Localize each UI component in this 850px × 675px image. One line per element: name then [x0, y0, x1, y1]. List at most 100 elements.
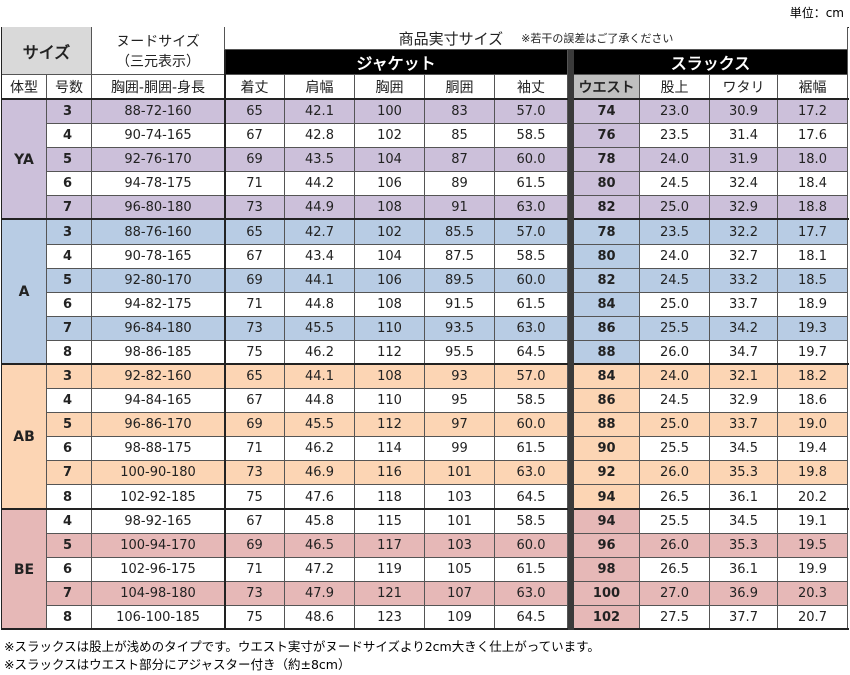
measure: 32.1 [710, 365, 778, 389]
measure: 61.5 [495, 437, 568, 461]
measure: 34.2 [710, 317, 778, 341]
measure: 94 [574, 485, 640, 510]
measure: 57.0 [495, 365, 568, 389]
measure: 91.5 [425, 293, 495, 317]
measure: 43.5 [285, 148, 355, 172]
measure: 93.5 [425, 317, 495, 341]
size-number: 7 [47, 461, 92, 485]
measure: 24.0 [640, 245, 710, 269]
measure: 33.7 [710, 293, 778, 317]
measure: 67 [225, 124, 285, 148]
measure: 43.4 [285, 245, 355, 269]
measure: 117 [355, 534, 425, 558]
nude-rule [224, 50, 226, 630]
measure: 86 [574, 317, 640, 341]
measure: 27.5 [640, 606, 710, 630]
measure: 73 [225, 582, 285, 606]
measure: 19.0 [778, 413, 848, 437]
measure: 26.5 [640, 485, 710, 510]
measure: 71 [225, 437, 285, 461]
measure: 17.7 [778, 220, 848, 245]
size-number: 8 [47, 606, 92, 630]
measure: 76 [574, 124, 640, 148]
measure: 20.3 [778, 582, 848, 606]
measure: 26.0 [640, 341, 710, 365]
measure: 24.5 [640, 172, 710, 196]
measure: 25.0 [640, 413, 710, 437]
size-header: サイズ [2, 27, 92, 75]
measure: 18.1 [778, 245, 848, 269]
nude-size: 96-86-170 [92, 413, 225, 437]
measure: 71 [225, 558, 285, 582]
measure: 64.5 [495, 485, 568, 510]
nude-size: 96-84-180 [92, 317, 225, 341]
measure: 85.5 [425, 220, 495, 245]
measure: 24.0 [640, 148, 710, 172]
unit: 単位：cm [789, 6, 844, 20]
measure: 25.0 [640, 196, 710, 220]
measure: 101 [425, 510, 495, 534]
measure: 60.0 [495, 534, 568, 558]
measure: 82 [574, 269, 640, 293]
measure: 36.1 [710, 558, 778, 582]
measure: 73 [225, 196, 285, 220]
measure: 42.8 [285, 124, 355, 148]
measure: 35.3 [710, 534, 778, 558]
measure: 32.7 [710, 245, 778, 269]
size-number: 3 [47, 220, 92, 245]
measure: 47.2 [285, 558, 355, 582]
size-number: 5 [47, 534, 92, 558]
measure: 78 [574, 148, 640, 172]
nude-size: 98-86-185 [92, 341, 225, 365]
jacket-header: ジャケット [225, 50, 568, 75]
measure: 71 [225, 293, 285, 317]
nude-size: 104-98-180 [92, 582, 225, 606]
measure: 60.0 [495, 269, 568, 293]
measure: 46.2 [285, 437, 355, 461]
measure: 89 [425, 172, 495, 196]
measure: 18.5 [778, 269, 848, 293]
measure: 69 [225, 534, 285, 558]
measure: 32.9 [710, 196, 778, 220]
measure: 65 [225, 100, 285, 124]
nude-size: 88-76-160 [92, 220, 225, 245]
nude-size: 102-96-175 [92, 558, 225, 582]
column-header: 胴囲 [425, 75, 495, 100]
measure: 73 [225, 317, 285, 341]
measure: 99 [425, 437, 495, 461]
measure: 17.2 [778, 100, 848, 124]
column-header: 体型 [2, 75, 47, 100]
measure: 104 [355, 245, 425, 269]
measure: 45.5 [285, 317, 355, 341]
measure: 24.5 [640, 389, 710, 413]
nude-size: 98-88-175 [92, 437, 225, 461]
size-number: 7 [47, 196, 92, 220]
nude-header: ヌードサイズ （三元表示） [92, 27, 225, 75]
measure: 63.0 [495, 582, 568, 606]
measure: 65 [225, 220, 285, 245]
measure: 60.0 [495, 148, 568, 172]
measure: 57.0 [495, 100, 568, 124]
measure: 108 [355, 196, 425, 220]
measure: 84 [574, 365, 640, 389]
column-header: 号数 [47, 75, 92, 100]
measure: 64.5 [495, 606, 568, 630]
measure: 103 [425, 485, 495, 510]
measure: 25.5 [640, 437, 710, 461]
measure: 19.5 [778, 534, 848, 558]
measure: 74 [574, 100, 640, 124]
measure: 58.5 [495, 245, 568, 269]
nude-size: 100-94-170 [92, 534, 225, 558]
measure: 116 [355, 461, 425, 485]
measure: 95 [425, 389, 495, 413]
measure: 114 [355, 437, 425, 461]
nude-header-line: （三元表示） [116, 53, 200, 70]
measure: 47.6 [285, 485, 355, 510]
body-type: AB [2, 365, 47, 510]
measure: 103 [425, 534, 495, 558]
nude-size: 94-84-165 [92, 389, 225, 413]
measure: 36.9 [710, 582, 778, 606]
measure: 73 [225, 461, 285, 485]
measure: 18.8 [778, 196, 848, 220]
column-header: 股上 [640, 75, 710, 100]
